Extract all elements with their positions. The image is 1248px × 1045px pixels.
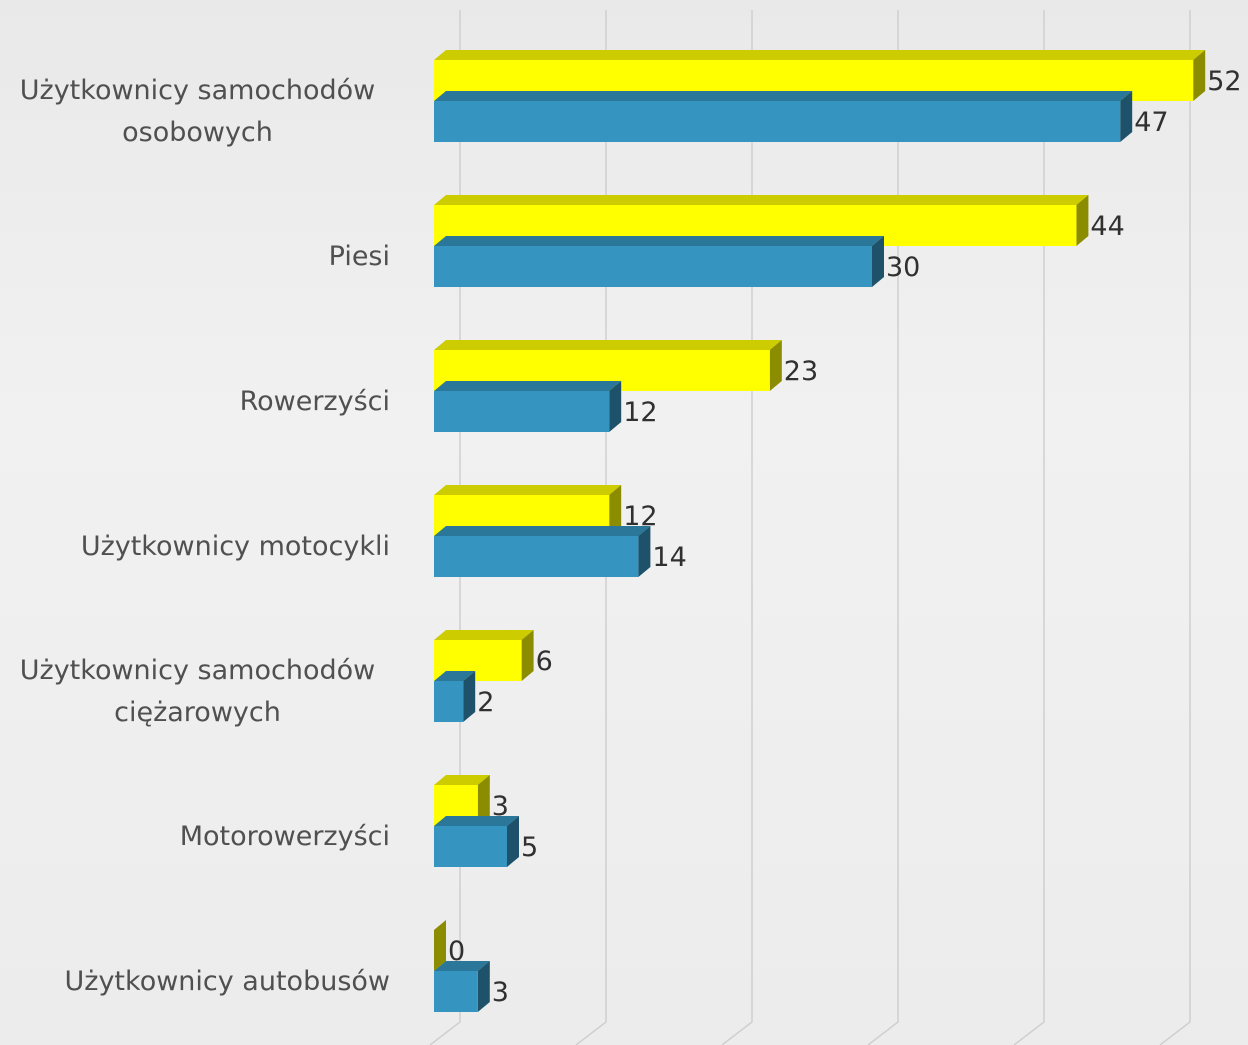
category-label: Rowerzyści [239,386,390,417]
bar-side [477,961,490,1012]
bar-side [521,630,534,681]
bar-side [769,340,782,391]
bar-top [434,91,1133,101]
bar [434,920,446,971]
bar-top [434,630,534,640]
bar-top [434,671,476,681]
bar-front [434,391,610,432]
category-label: Użytkownicy samochodów ciężarowych [19,655,376,728]
data-label: 23 [784,356,818,387]
data-label: 0 [448,936,465,967]
bar-side [463,671,476,722]
bar-side [1120,91,1133,142]
bar-side [1193,50,1206,101]
bar-front [434,246,872,287]
bar-top [434,485,622,495]
bar-top [434,526,651,536]
bar-front [434,205,1077,246]
data-label: 14 [652,542,686,573]
category-label: Użytkownicy samochodów osobowych [19,75,376,148]
bar [434,91,1133,142]
bar-side [609,381,622,432]
bar-top [434,816,519,826]
bar [434,381,622,432]
category-label: Piesi [328,241,390,272]
data-label: 30 [886,252,920,283]
data-label: 6 [536,646,553,677]
bar-side [507,816,519,867]
data-label: 12 [623,397,657,428]
bar-front [434,785,478,826]
bar-side [1076,195,1089,246]
bar-top [434,775,490,785]
grid-line [1013,10,1045,1045]
bar-front [434,350,770,391]
bar-top [434,236,884,246]
bar-top [434,381,622,391]
bar-side [434,920,446,971]
bar-front [434,495,610,536]
bar-front [434,536,639,577]
category-label: Użytkownicy autobusów [64,966,390,997]
bar [434,340,782,391]
bar-side [872,236,884,287]
bar [434,50,1206,101]
bar-top [434,961,490,971]
bar [434,485,622,536]
data-label: 52 [1207,66,1241,97]
bar-side [638,526,651,577]
grid-line [867,10,899,1045]
data-label: 2 [477,687,494,718]
bar-top [434,195,1089,205]
bar-front [434,640,522,681]
bar [434,236,884,287]
bar [434,671,476,722]
bar-front [434,101,1121,142]
bar-top [434,340,782,350]
bar [434,526,651,577]
bar [434,195,1089,246]
data-label: 5 [521,832,538,863]
bar [434,816,519,867]
bar [434,961,490,1012]
category-label: Użytkownicy motocykli [80,531,390,562]
bar-front [434,60,1194,101]
bar [434,775,490,826]
data-label: 44 [1090,211,1124,242]
data-label: 3 [492,977,509,1008]
bar-front [434,971,478,1012]
bar [434,630,534,681]
bar-front [434,826,507,867]
data-label: 3 [492,791,509,822]
bar-side [477,775,490,826]
bar-front [434,681,464,722]
bar-top [434,50,1206,60]
bar-side [609,485,622,536]
category-label: Motorowerzyści [179,821,390,852]
data-label: 47 [1134,107,1168,138]
grid-line [1159,10,1191,1045]
grid-line [721,10,753,1045]
